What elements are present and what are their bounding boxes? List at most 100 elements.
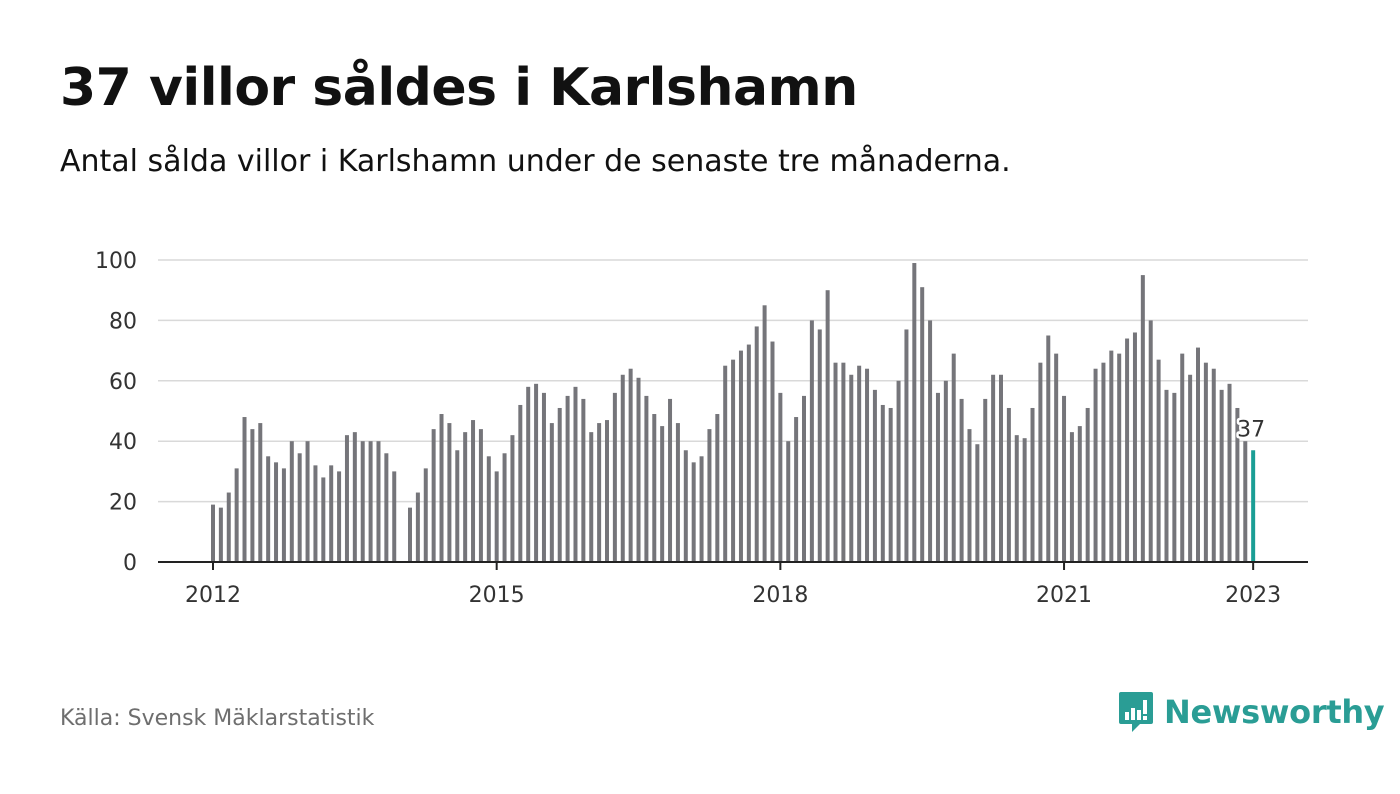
y-tick-label: 60 xyxy=(109,370,137,395)
bar xyxy=(589,432,594,562)
bar xyxy=(912,263,917,562)
bar xyxy=(605,420,609,562)
bar xyxy=(652,414,657,562)
bar xyxy=(313,465,318,562)
bar xyxy=(392,471,397,562)
bar xyxy=(431,429,436,562)
bar xyxy=(360,441,365,562)
bar xyxy=(809,320,814,562)
y-tick-label: 100 xyxy=(95,249,137,274)
bar xyxy=(439,414,444,562)
bar xyxy=(817,329,822,562)
bar xyxy=(1038,362,1043,562)
bar xyxy=(1077,426,1082,562)
bar xyxy=(510,435,515,562)
highlight-value-halo: 37 xyxy=(1237,417,1265,442)
bar xyxy=(683,450,688,562)
bar xyxy=(368,441,373,562)
bar-highlight xyxy=(1251,450,1256,562)
bar xyxy=(786,441,791,562)
bar xyxy=(1203,362,1208,562)
bar xyxy=(1227,383,1232,562)
bar xyxy=(904,329,909,562)
bar xyxy=(581,398,586,562)
bar xyxy=(880,404,885,562)
x-tick-label: 2012 xyxy=(185,583,241,608)
x-axis-ticks: 2012 2015 2018 2021 2023 xyxy=(185,562,1281,608)
bar xyxy=(1014,435,1019,562)
bar xyxy=(699,456,704,562)
bar xyxy=(920,287,925,562)
bar xyxy=(557,407,562,562)
bar xyxy=(541,392,546,562)
bar xyxy=(297,453,302,562)
source-note: Källa: Svensk Mäklarstatistik xyxy=(60,706,375,731)
bar xyxy=(494,471,499,562)
bar xyxy=(628,368,633,562)
chart-subtitle: Antal sålda villor i Karlshamn under de … xyxy=(60,144,1011,179)
bar xyxy=(660,426,665,562)
bar xyxy=(1140,275,1145,562)
bar xyxy=(943,380,948,562)
y-axis-ticks: 0 20 40 60 80 100 xyxy=(95,249,137,576)
bar xyxy=(329,465,334,562)
y-tick-label: 0 xyxy=(123,551,137,576)
bar xyxy=(999,374,1003,562)
bar xyxy=(258,423,263,562)
bar xyxy=(841,362,846,562)
bar xyxy=(754,326,759,562)
bar xyxy=(802,395,806,562)
y-tick-label: 20 xyxy=(109,491,137,516)
bar xyxy=(1219,389,1224,562)
bar xyxy=(266,456,271,562)
bar xyxy=(1062,395,1067,562)
newsworthy-logo-icon xyxy=(1119,692,1153,732)
bar xyxy=(534,383,539,562)
bar xyxy=(518,404,523,562)
chart-title: 37 villor såldes i Karlshamn xyxy=(60,58,858,118)
y-tick-label: 40 xyxy=(109,430,137,455)
bar xyxy=(1109,350,1114,562)
bar xyxy=(1235,407,1240,562)
bar xyxy=(715,414,720,562)
bar xyxy=(597,423,602,562)
brand-name: Newsworthy xyxy=(1164,693,1385,731)
bar xyxy=(471,420,476,562)
bar xyxy=(423,468,428,562)
bar xyxy=(289,441,294,562)
bar xyxy=(691,462,696,562)
bar xyxy=(226,492,231,562)
bar xyxy=(849,374,854,562)
bar xyxy=(478,429,483,562)
y-tick-label: 80 xyxy=(109,309,137,334)
bar xyxy=(344,435,349,562)
bar xyxy=(447,423,452,562)
bar xyxy=(896,380,901,562)
bar xyxy=(707,429,712,562)
x-tick-label: 2015 xyxy=(469,583,525,608)
bar xyxy=(1188,374,1193,562)
bar xyxy=(770,341,775,562)
bar xyxy=(352,432,357,562)
bar xyxy=(376,441,381,562)
bar xyxy=(1117,353,1122,562)
bar xyxy=(565,395,570,562)
bar xyxy=(1180,353,1185,562)
bar xyxy=(502,453,507,562)
bar xyxy=(1101,362,1106,562)
bar xyxy=(321,477,326,562)
bar xyxy=(573,386,578,562)
bar xyxy=(1093,368,1098,562)
bar xyxy=(951,353,956,562)
bar xyxy=(384,453,389,562)
bar xyxy=(865,368,870,562)
bar xyxy=(935,392,940,562)
bar xyxy=(991,374,996,562)
bar xyxy=(274,462,279,562)
bar xyxy=(281,468,286,562)
bar xyxy=(675,423,680,562)
bar xyxy=(778,392,783,562)
bars xyxy=(211,263,1256,562)
